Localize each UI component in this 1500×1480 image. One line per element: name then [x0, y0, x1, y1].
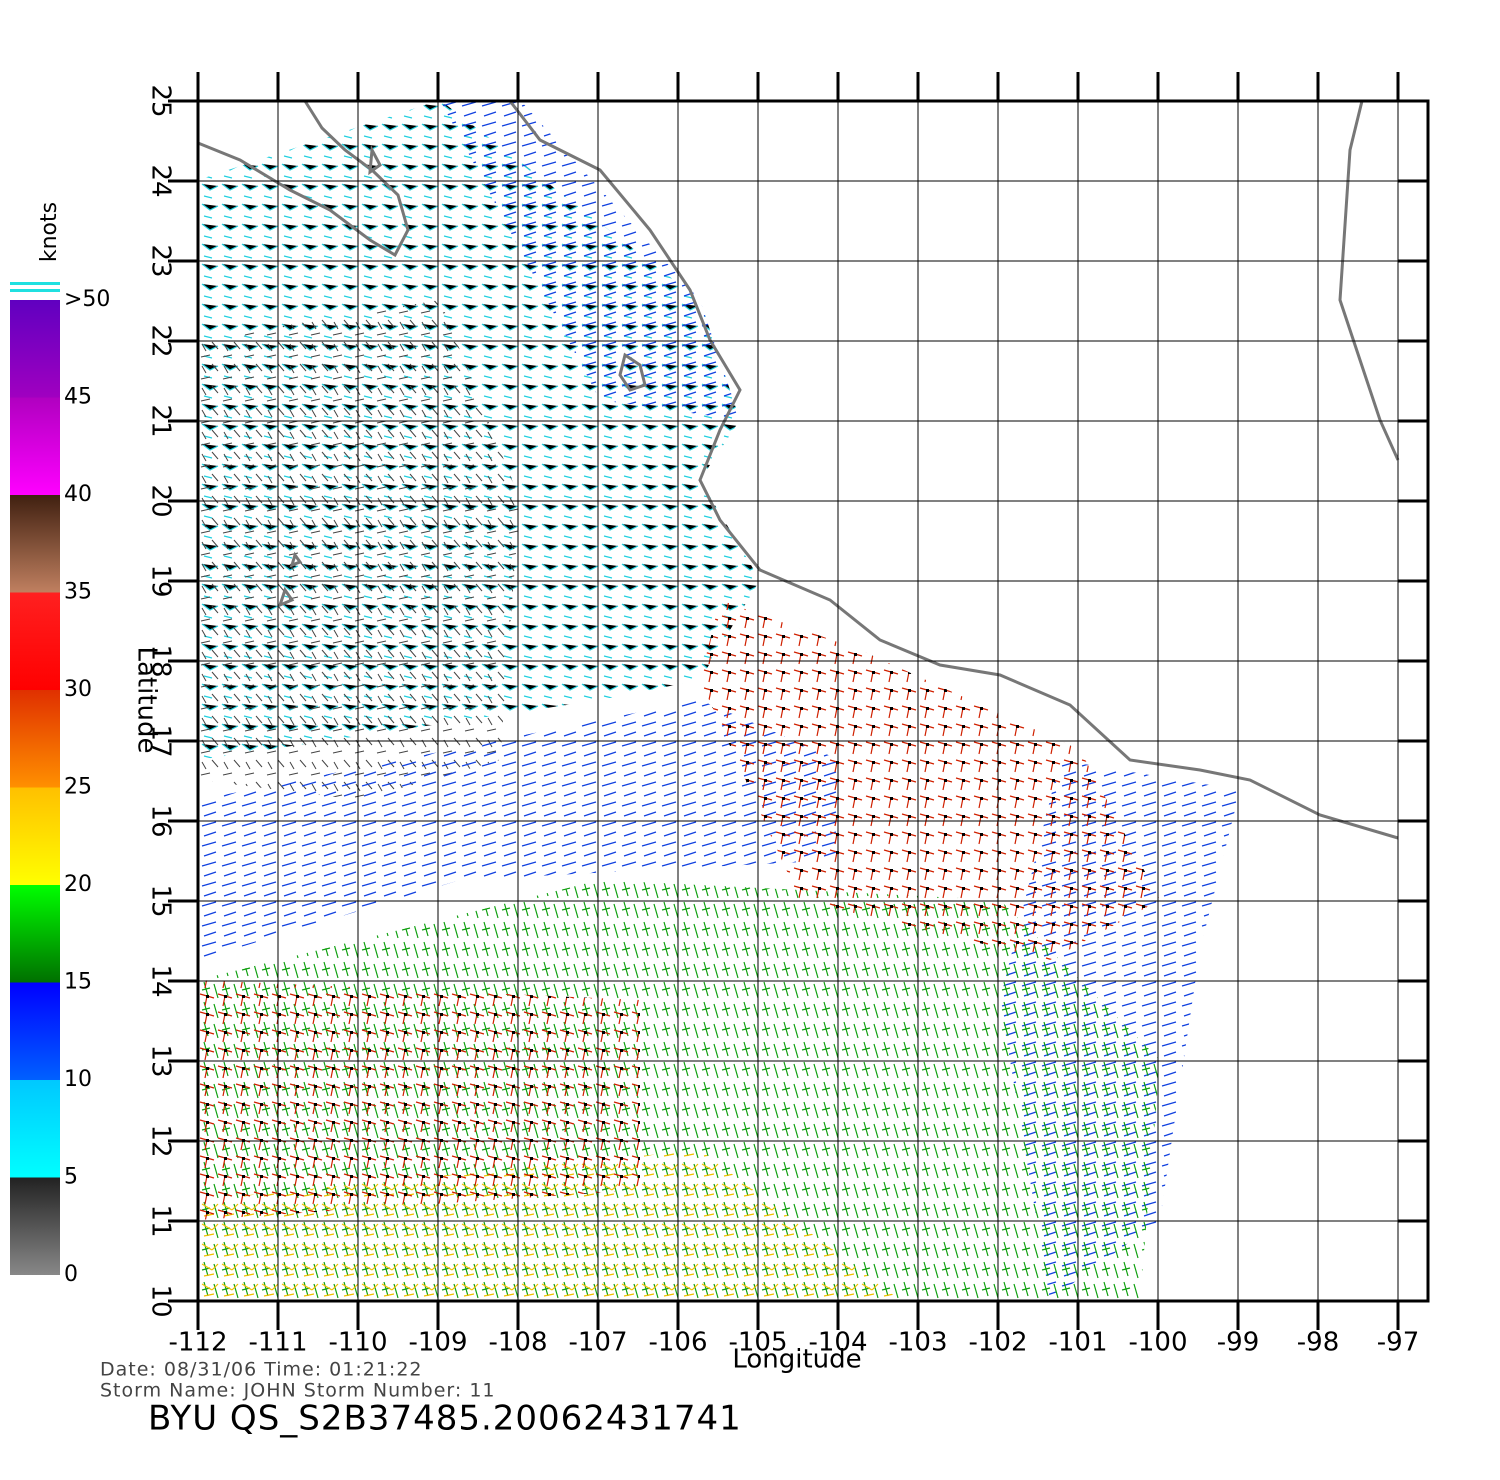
x-tick-label: -105: [728, 1328, 787, 1358]
y-axis-label: Latitude: [132, 646, 162, 753]
y-tick-label: 14: [146, 964, 176, 997]
y-tick-label: 25: [146, 84, 176, 117]
y-tick-label: 21: [146, 404, 176, 437]
x-tick-label: -108: [488, 1328, 547, 1358]
colorbar-band: [10, 1080, 60, 1178]
colorbar-tick-label: 15: [64, 970, 92, 995]
x-tick-label: -112: [168, 1328, 227, 1358]
colorbar-tick-label: >50: [64, 287, 110, 312]
coastline: [197, 100, 1400, 840]
y-tick-label: 23: [146, 244, 176, 277]
y-tick-label: 17: [146, 724, 176, 757]
colorbar-tick-label: 10: [64, 1067, 92, 1092]
y-tick-label: 24: [146, 164, 176, 197]
colorbar-label: knots: [37, 202, 62, 262]
wind-field: [198, 100, 1240, 1300]
x-tick-label: -100: [1128, 1328, 1187, 1358]
colorbar-band: [10, 495, 60, 593]
colorbar-cap: [10, 289, 60, 292]
y-tick-label: 15: [146, 884, 176, 917]
colorbar-band: [10, 592, 60, 690]
colorbar-band: [10, 1177, 60, 1275]
x-tick-label: -98: [1297, 1328, 1339, 1358]
y-tick-label: 20: [146, 484, 176, 517]
x-axis-label: Longitude: [732, 1345, 861, 1375]
colorbar-band: [10, 885, 60, 983]
colorbar-tick-label: 35: [64, 580, 92, 605]
y-tick-label: 22: [146, 324, 176, 357]
colorbar-cap: [10, 282, 60, 285]
file-title: BYU QS_S2B37485.20062431741: [148, 1399, 742, 1439]
x-tick-label: -101: [1048, 1328, 1107, 1358]
x-tick-label: -104: [808, 1328, 867, 1358]
y-tick-label: 19: [146, 564, 176, 597]
colorbar-band: [10, 690, 60, 788]
colorbar-tick-label: 0: [64, 1262, 78, 1287]
colorbar-band: [10, 397, 60, 495]
x-tick-label: -103: [888, 1328, 947, 1358]
x-tick-label: -107: [568, 1328, 627, 1358]
colorbar: knots 0 5 10 15 20 25 30 35 40 45 >50: [10, 202, 110, 1287]
colorbar-tick-label: 30: [64, 677, 92, 702]
colorbar-band: [10, 787, 60, 885]
x-tick-label: -109: [408, 1328, 467, 1358]
y-tick-label: 10: [146, 1284, 176, 1317]
colorbar-tick-label: 20: [64, 872, 92, 897]
date-note: Date: 08/31/06 Time: 01:21:22: [100, 1359, 423, 1381]
colorbar-tick-label: 5: [64, 1165, 78, 1190]
colorbar-tick-label: 45: [64, 385, 92, 410]
storm-note: Storm Name: JOHN Storm Number: 11: [100, 1380, 496, 1402]
x-tick-label: -102: [968, 1328, 1027, 1358]
colorbar-tick-label: 40: [64, 482, 92, 507]
y-tick-label: 16: [146, 804, 176, 837]
x-tick-label: -110: [328, 1328, 387, 1358]
y-tick-label: 18: [146, 644, 176, 677]
axes: Longitude Latitude -112 -111 -110 -109 -108-…: [132, 72, 1430, 1375]
x-tick-label: -97: [1377, 1328, 1419, 1358]
y-tick-label: 11: [146, 1204, 176, 1237]
colorbar-tick-label: 25: [64, 775, 92, 800]
y-tick-label: 13: [146, 1044, 176, 1077]
colorbar-band: [10, 300, 60, 398]
x-tick-label: -99: [1217, 1328, 1259, 1358]
x-tick-label: -106: [648, 1328, 707, 1358]
x-tick-label: -111: [248, 1328, 307, 1358]
y-tick-label: 12: [146, 1124, 176, 1157]
colorbar-band: [10, 982, 60, 1080]
